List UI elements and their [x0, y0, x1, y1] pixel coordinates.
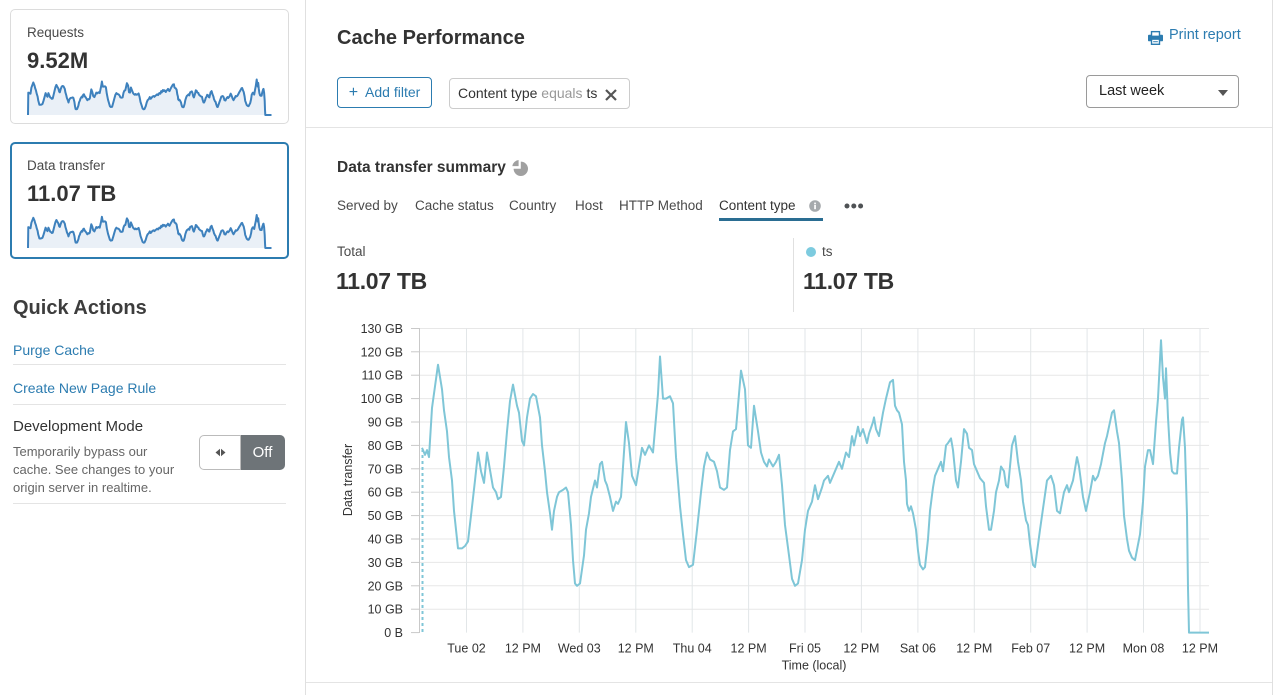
- svg-text:12 PM: 12 PM: [505, 642, 541, 656]
- svg-text:10 GB: 10 GB: [368, 603, 403, 617]
- svg-text:Wed 03: Wed 03: [558, 642, 601, 656]
- svg-text:100 GB: 100 GB: [361, 392, 403, 406]
- svg-text:120 GB: 120 GB: [361, 345, 403, 359]
- svg-text:60 GB: 60 GB: [368, 486, 403, 500]
- svg-text:Fri 05: Fri 05: [789, 642, 821, 656]
- svg-text:50 GB: 50 GB: [368, 509, 403, 523]
- svg-text:Time (local): Time (local): [782, 659, 847, 673]
- svg-text:Tue 02: Tue 02: [447, 642, 486, 656]
- svg-text:12 PM: 12 PM: [1069, 642, 1105, 656]
- svg-text:Mon 08: Mon 08: [1123, 642, 1165, 656]
- svg-text:Sat 06: Sat 06: [900, 642, 936, 656]
- svg-text:80 GB: 80 GB: [368, 439, 403, 453]
- svg-text:0 B: 0 B: [384, 626, 403, 640]
- svg-text:130 GB: 130 GB: [361, 322, 403, 336]
- svg-text:30 GB: 30 GB: [368, 556, 403, 570]
- svg-text:90 GB: 90 GB: [368, 416, 403, 430]
- svg-text:Feb 07: Feb 07: [1011, 642, 1050, 656]
- svg-text:12 PM: 12 PM: [618, 642, 654, 656]
- svg-text:110 GB: 110 GB: [362, 369, 403, 383]
- svg-text:12 PM: 12 PM: [843, 642, 879, 656]
- svg-text:20 GB: 20 GB: [368, 579, 403, 593]
- svg-text:Thu 04: Thu 04: [673, 642, 712, 656]
- svg-text:12 PM: 12 PM: [1182, 642, 1218, 656]
- svg-text:Data transfer: Data transfer: [341, 444, 355, 516]
- svg-text:12 PM: 12 PM: [956, 642, 992, 656]
- svg-text:70 GB: 70 GB: [368, 462, 403, 476]
- svg-text:40 GB: 40 GB: [368, 533, 403, 547]
- svg-text:12 PM: 12 PM: [731, 642, 767, 656]
